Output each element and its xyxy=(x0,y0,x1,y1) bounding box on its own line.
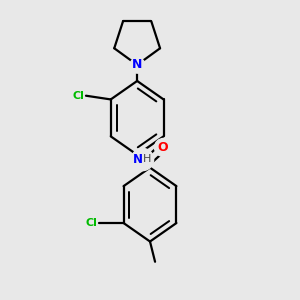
Text: N: N xyxy=(132,58,142,71)
Text: Cl: Cl xyxy=(73,91,84,101)
Text: N: N xyxy=(133,153,143,166)
Text: H: H xyxy=(143,154,152,164)
Text: Cl: Cl xyxy=(85,218,97,228)
Text: O: O xyxy=(158,141,169,154)
